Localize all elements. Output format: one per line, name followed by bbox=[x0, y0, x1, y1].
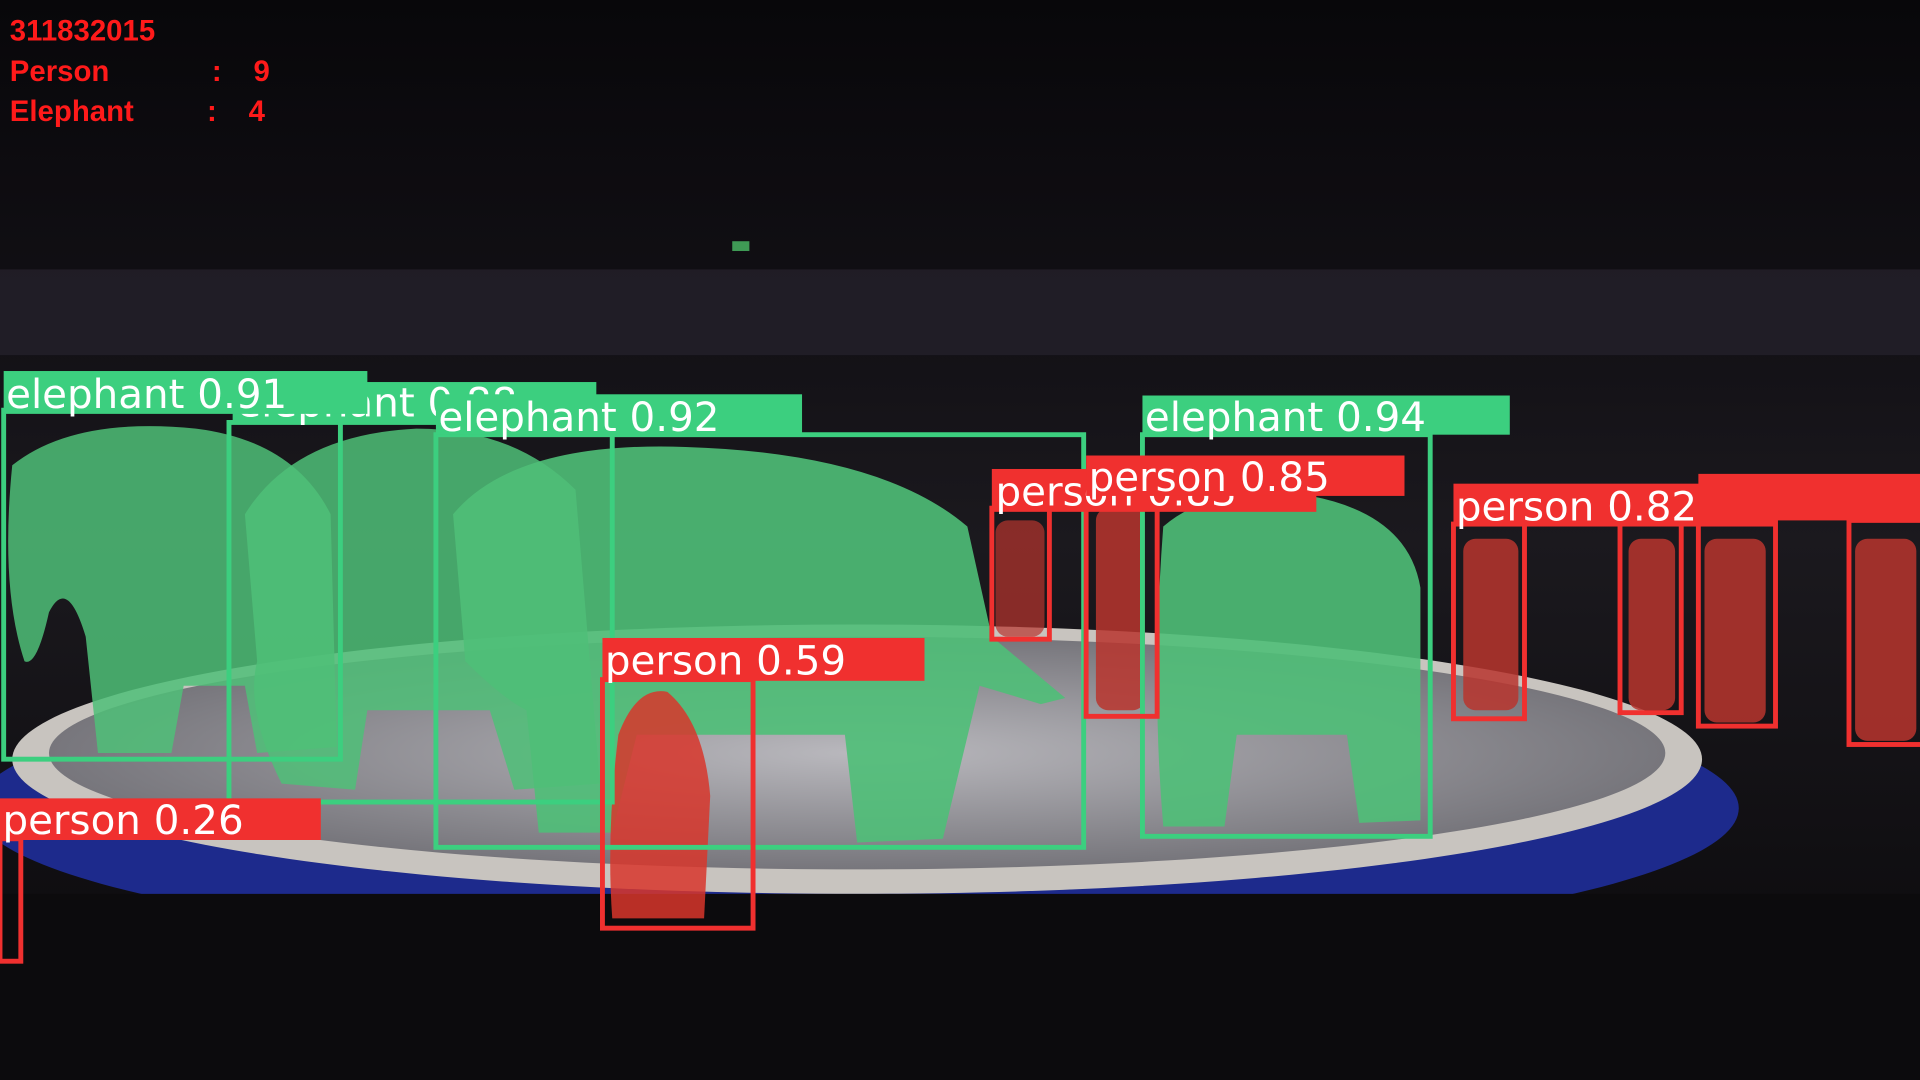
detection-label: person 0.85 bbox=[1089, 453, 1330, 501]
audience-foreground bbox=[0, 893, 1920, 1080]
detection-label: person 0.26 bbox=[2, 796, 243, 844]
person-mask bbox=[1095, 508, 1145, 711]
detection-label: elephant 0.92 bbox=[438, 393, 719, 441]
exit-sign bbox=[732, 241, 750, 252]
elephant-mask bbox=[1157, 493, 1421, 827]
count-value: 4 bbox=[249, 95, 266, 128]
count-separator: : bbox=[212, 55, 222, 88]
person-mask bbox=[995, 520, 1045, 637]
count-separator: : bbox=[207, 95, 217, 128]
person-mask bbox=[1628, 538, 1676, 711]
label-background bbox=[3, 371, 368, 414]
person-mask bbox=[610, 691, 711, 919]
frame-id: 311832015 bbox=[10, 14, 155, 47]
stands bbox=[0, 269, 1920, 356]
label-background bbox=[1142, 395, 1510, 435]
person-mask bbox=[1704, 538, 1766, 723]
label-background bbox=[0, 798, 321, 840]
detection-label: person 0.82 bbox=[1456, 482, 1697, 530]
detection-label: elephant 0.94 bbox=[1145, 393, 1426, 441]
label-background bbox=[602, 637, 925, 681]
detection-label: elephant 0.91 bbox=[6, 370, 287, 418]
person-mask bbox=[1463, 538, 1519, 711]
count-value: 9 bbox=[253, 55, 269, 88]
detection-label: person 0.59 bbox=[605, 637, 846, 685]
label-background bbox=[435, 394, 803, 435]
label-background bbox=[1086, 455, 1405, 496]
count-class: Person bbox=[10, 55, 110, 88]
person-mask bbox=[1855, 538, 1917, 741]
count-class: Elephant bbox=[10, 95, 134, 128]
label-background bbox=[1698, 473, 1920, 521]
